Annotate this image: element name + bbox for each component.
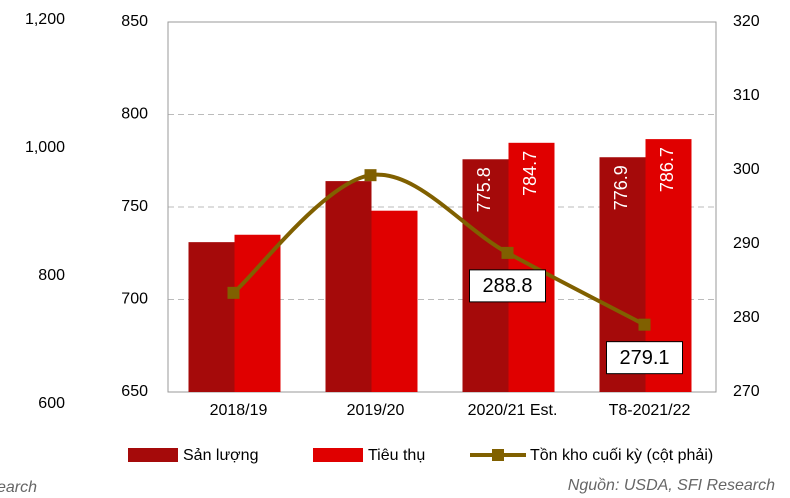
y-tick-label: 650: [121, 383, 148, 400]
line-marker: [501, 246, 514, 259]
stray-tick-label: 600: [38, 395, 65, 412]
x-tick-label: 2018/19: [210, 402, 268, 419]
x-tick-label: 2020/21 Est.: [468, 402, 558, 419]
y-tick-label: 700: [121, 291, 148, 308]
bar-value-label: 775.8: [474, 167, 494, 212]
stray-tick-label: 1,200: [25, 11, 65, 28]
bar: [188, 242, 235, 392]
stray-tick-label: 800: [38, 267, 65, 284]
legend-swatch: [313, 448, 363, 462]
y2-tick-label: 270: [733, 383, 760, 400]
bar-value-label: 786.7: [657, 147, 677, 192]
line-value-label: 288.8: [482, 275, 532, 297]
y-tick-label: 850: [121, 13, 148, 30]
stray-tick-label: 1,000: [25, 139, 65, 156]
legend-label: Sản lượng: [183, 447, 258, 464]
y2-tick-label: 290: [733, 235, 760, 252]
x-tick-label: 2019/20: [347, 402, 405, 419]
line-label-box: [469, 269, 546, 303]
bar-value-label: 776.9: [611, 165, 631, 210]
bar: [325, 181, 372, 392]
y2-tick-label: 320: [733, 13, 760, 30]
line: [232, 172, 646, 327]
y2-tick-label: 300: [733, 161, 760, 178]
y2-tick-label: 280: [733, 309, 760, 326]
bar: [234, 234, 281, 392]
bar-value-label: 784.7: [520, 151, 540, 196]
line-marker: [638, 318, 651, 331]
y-tick-label: 800: [121, 106, 148, 123]
line-marker: [364, 169, 377, 182]
y2-tick-label: 310: [733, 87, 760, 104]
line-value-label: 279.1: [619, 347, 669, 369]
plot-border: [167, 21, 717, 393]
x-tick-label: T8-2021/22: [609, 402, 691, 419]
source: Nguồn: USDA, SFI Research: [568, 477, 775, 494]
legend-label: Tiêu thụ: [368, 447, 425, 464]
legend-label: Tồn kho cuối kỳ (cột phải): [530, 447, 713, 464]
legend-marker: [492, 449, 504, 461]
line-marker: [227, 286, 240, 299]
line-label-box: [606, 341, 683, 375]
fragment-text: earch: [0, 479, 37, 496]
bar: [371, 210, 418, 392]
legend-swatch: [128, 448, 178, 462]
y-tick-label: 750: [121, 198, 148, 215]
